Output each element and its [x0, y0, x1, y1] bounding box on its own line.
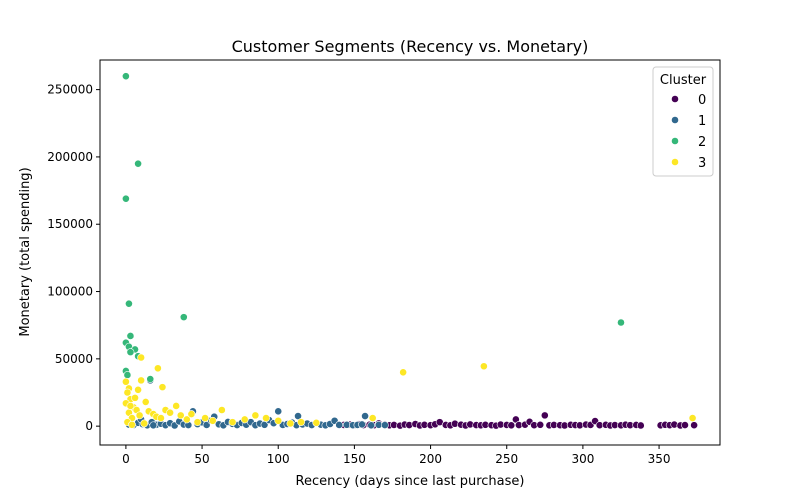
data-point [251, 411, 260, 420]
data-point [158, 383, 167, 392]
data-point [179, 313, 188, 322]
data-point [636, 421, 645, 430]
data-point [286, 419, 295, 428]
y-tick-label: 50000 [55, 352, 93, 366]
y-tick-label: 100000 [47, 285, 93, 299]
y-tick-label: 250000 [47, 83, 93, 97]
data-point [121, 194, 130, 203]
data-point [380, 421, 389, 429]
legend-label: 2 [698, 135, 706, 150]
y-tick-label: 150000 [47, 217, 93, 231]
x-tick-label: 0 [122, 452, 130, 466]
data-point [137, 353, 146, 362]
legend: Cluster 0 1 2 3 [652, 66, 714, 177]
data-point [131, 393, 139, 402]
data-point [690, 421, 699, 430]
data-point [297, 418, 305, 427]
legend-box [652, 66, 714, 177]
data-point [134, 159, 142, 168]
x-tick-label: 300 [571, 452, 594, 466]
y-axis-title: Monetary (total spending) [18, 167, 33, 336]
data-point [166, 408, 174, 417]
data-point [361, 412, 369, 420]
data-point [540, 411, 549, 420]
data-point [681, 421, 689, 429]
data-point [368, 414, 377, 422]
legend-marker [671, 116, 679, 124]
x-tick-label: 350 [648, 452, 671, 466]
data-point [217, 406, 226, 414]
chart-title: Customer Segments (Recency vs. Monetary) [232, 37, 589, 56]
data-point [399, 368, 408, 377]
legend-title: Cluster [660, 73, 707, 88]
data-point [536, 420, 545, 429]
data-point [182, 415, 191, 424]
data-point [128, 420, 136, 429]
data-point [172, 402, 181, 410]
data-point [367, 421, 376, 430]
data-point [358, 420, 366, 429]
data-point [157, 414, 165, 422]
data-point [141, 398, 150, 406]
data-point [137, 376, 146, 385]
data-point [688, 414, 697, 422]
data-point [125, 299, 133, 308]
legend-marker [671, 137, 679, 145]
series-cluster-2 [121, 72, 625, 383]
data-point [228, 418, 237, 427]
plot-area [121, 72, 699, 430]
data-point [146, 375, 155, 383]
data-point [123, 388, 132, 397]
data-point [123, 371, 132, 379]
data-point [134, 385, 142, 394]
legend-label: 1 [698, 114, 706, 129]
data-point [201, 414, 210, 422]
data-point [294, 412, 302, 420]
data-point [617, 318, 625, 327]
x-axis: 0 50 100 150 200 250 300 350 [122, 445, 671, 466]
data-point [312, 418, 321, 427]
legend-label: 0 [698, 93, 706, 108]
data-point [240, 415, 249, 424]
data-point [479, 362, 488, 371]
legend-label: 3 [698, 156, 706, 171]
data-point [121, 72, 130, 81]
y-tick-label: 200000 [47, 150, 93, 164]
series-cluster-3 [121, 353, 697, 429]
data-point [149, 421, 158, 430]
x-tick-label: 250 [495, 452, 518, 466]
data-point [274, 407, 283, 416]
data-point [126, 402, 135, 410]
data-point [126, 332, 135, 340]
data-point [208, 416, 217, 425]
x-tick-label: 200 [419, 452, 442, 466]
data-point [274, 416, 283, 425]
data-point [262, 414, 270, 422]
x-axis-title: Recency (days since last purchase) [296, 474, 525, 489]
data-point [335, 421, 344, 429]
data-point [121, 377, 130, 386]
y-tick-label: 0 [85, 419, 93, 433]
series-cluster-0 [339, 411, 699, 430]
legend-marker [671, 158, 679, 166]
x-tick-label: 150 [343, 452, 366, 466]
data-point [153, 364, 162, 373]
data-point [126, 348, 135, 357]
data-point [187, 410, 196, 418]
data-point [140, 419, 149, 428]
data-point [507, 421, 516, 430]
y-axis: 0 50000 100000 150000 200000 250000 [47, 83, 100, 433]
x-tick-label: 100 [267, 452, 290, 466]
data-point [176, 411, 185, 420]
plot-frame [99, 59, 721, 446]
data-point [193, 418, 202, 427]
x-tick-label: 50 [194, 452, 209, 466]
data-point [135, 411, 144, 420]
legend-marker [671, 95, 679, 103]
